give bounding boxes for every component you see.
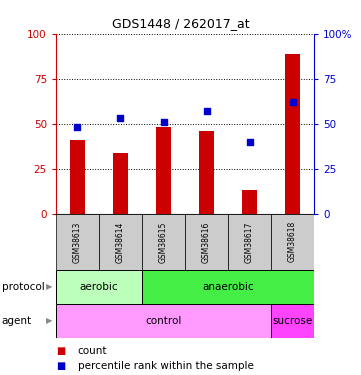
Bar [113, 153, 128, 214]
Bar [56, 214, 99, 270]
Bar [99, 214, 142, 270]
Bar [271, 304, 314, 338]
Text: agent: agent [2, 316, 32, 326]
Bar [242, 190, 257, 214]
Text: control: control [145, 316, 182, 326]
Text: protocol: protocol [2, 282, 44, 292]
Text: GSM38617: GSM38617 [245, 221, 254, 262]
Bar [199, 131, 214, 214]
Bar [156, 128, 171, 214]
Point [290, 99, 295, 105]
Text: GSM38616: GSM38616 [202, 221, 211, 262]
Point [247, 139, 252, 145]
Text: sucrose: sucrose [273, 316, 313, 326]
Text: aerobic: aerobic [80, 282, 118, 292]
Bar [56, 270, 142, 304]
Bar [228, 214, 271, 270]
Text: ▶: ▶ [45, 282, 52, 291]
Text: ▶: ▶ [45, 316, 52, 325]
Text: ■: ■ [56, 361, 65, 370]
Text: GSM38615: GSM38615 [159, 221, 168, 262]
Point [75, 124, 81, 130]
Text: percentile rank within the sample: percentile rank within the sample [78, 361, 253, 370]
Bar [142, 270, 314, 304]
Text: ■: ■ [56, 346, 65, 355]
Bar [56, 304, 271, 338]
Text: GSM38614: GSM38614 [116, 221, 125, 262]
Bar [285, 54, 300, 214]
Text: GSM38613: GSM38613 [73, 221, 82, 262]
Bar [271, 214, 314, 270]
Text: GSM38618: GSM38618 [288, 221, 297, 262]
Point [161, 119, 166, 125]
Text: GDS1448 / 262017_at: GDS1448 / 262017_at [112, 17, 249, 30]
Point [204, 108, 209, 114]
Bar [185, 214, 228, 270]
Text: anaerobic: anaerobic [202, 282, 254, 292]
Bar [142, 214, 185, 270]
Bar [70, 140, 85, 214]
Text: count: count [78, 346, 107, 355]
Point [118, 116, 123, 122]
